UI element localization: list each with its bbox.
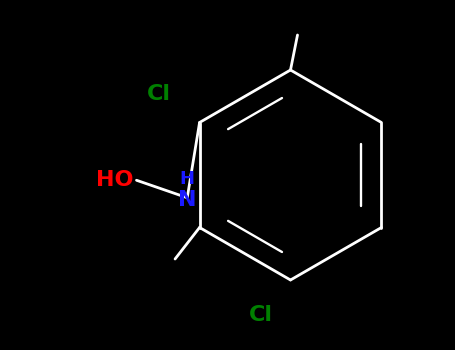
Text: H: H bbox=[180, 169, 195, 188]
Text: HO: HO bbox=[96, 170, 133, 190]
Text: N: N bbox=[178, 189, 197, 210]
Text: Cl: Cl bbox=[147, 84, 171, 105]
Text: Cl: Cl bbox=[249, 305, 273, 325]
